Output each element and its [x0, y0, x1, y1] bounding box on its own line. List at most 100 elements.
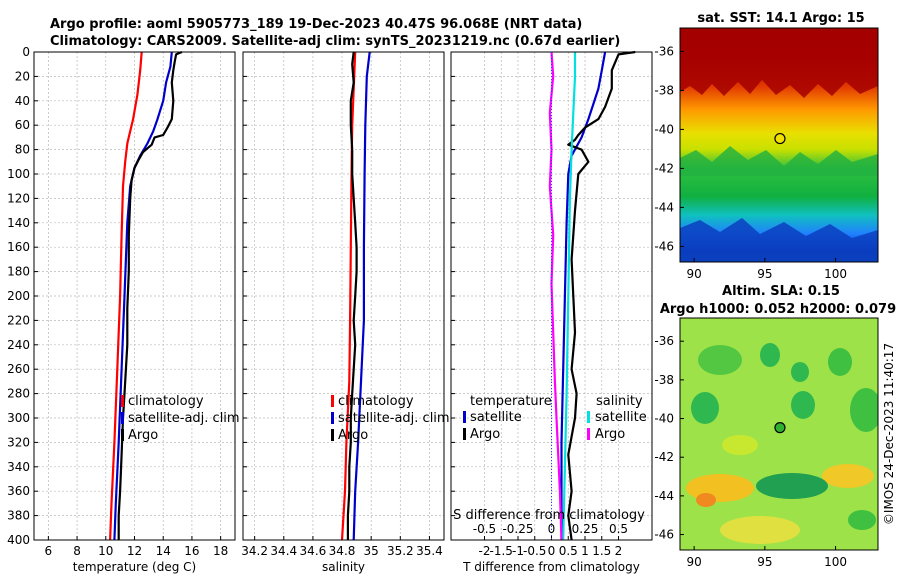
s-difference-axis-label: S difference from climatology	[453, 508, 645, 523]
legend-label-temp-satellite: satellite	[470, 410, 522, 425]
x-tick-label: 18	[213, 544, 228, 558]
difference-legend: temperature satellite Argo salinity sate…	[463, 394, 647, 442]
x-tick-label: 14	[156, 544, 171, 558]
sla-map-title: Altim. SLA: 0.15	[722, 284, 840, 299]
sst-map-frame	[679, 27, 879, 263]
x-axis-label: T difference from climatology	[462, 560, 640, 574]
legend-label-argo: Argo	[338, 428, 368, 443]
sla-blob	[691, 392, 719, 424]
y-tick-label: 260	[7, 362, 30, 376]
map-y-tick-label: -44	[654, 489, 674, 503]
x-axis-label: salinity	[322, 560, 365, 574]
sla-blob	[822, 464, 874, 488]
x-tick-label: 1.5	[592, 544, 611, 558]
sst-front-band	[680, 146, 878, 176]
temperature-panel: 6 8 10 12 14 16 180204060801001201401601802002…	[7, 45, 236, 574]
legend-swatch-climatology	[331, 395, 334, 407]
sst-cold-band	[680, 218, 878, 262]
map-x-tick-label: 95	[757, 267, 772, 281]
y-tick-label: 300	[7, 411, 30, 425]
map-y-tick-label: -38	[654, 83, 674, 97]
map-y-tick-label: -42	[654, 161, 674, 175]
title-line-2: Climatology: CARS2009. Satellite-adj cli…	[50, 34, 620, 49]
sst-heatmap	[680, 28, 878, 262]
legend-swatch-sal-argo	[587, 428, 590, 440]
y-tick-label: 280	[7, 387, 30, 401]
sla-blob	[686, 474, 754, 502]
sla-blob	[696, 493, 716, 507]
legend-swatch-argo	[331, 429, 334, 441]
x-axis-label: temperature (deg C)	[73, 560, 196, 574]
y-tick-label: 220	[7, 313, 30, 327]
legend-label-sal-argo: Argo	[595, 427, 625, 442]
series-line-argo	[346, 51, 358, 540]
y-tick-label: 400	[7, 533, 30, 547]
y-tick-label: 60	[15, 118, 30, 132]
sla-blob	[756, 473, 828, 499]
legend-swatch-satellite	[331, 412, 334, 424]
map-x-tick-label: 100	[824, 555, 847, 569]
map-y-tick-label: -46	[654, 239, 674, 253]
series-line-climatology	[340, 51, 357, 541]
sla-blob	[722, 435, 758, 455]
legend-swatch-temp-satellite	[463, 411, 466, 423]
legend-swatch-satellite	[121, 412, 124, 424]
y-tick-label: 80	[15, 143, 30, 157]
s-tick-label: -0.25	[502, 522, 533, 536]
legend-swatch-argo	[121, 429, 124, 441]
sla-blob	[791, 362, 809, 382]
sla-map-subtitle: Argo h1000: 0.052 h2000: 0.079	[660, 302, 896, 317]
legend-title-salinity: salinity	[596, 394, 643, 409]
x-tick-label: 0	[548, 544, 556, 558]
plot-frame	[33, 51, 236, 541]
x-tick-label: -0.5	[523, 544, 546, 558]
map-y-tick-label: -44	[654, 200, 674, 214]
salinity-legend: climatology satellite-adj. clim Argo	[331, 394, 450, 443]
argo-location-marker	[774, 422, 786, 434]
map-y-tick-label: -46	[654, 528, 674, 542]
s-tick-label: 0.5	[609, 522, 628, 536]
y-tick-label: 240	[7, 338, 30, 352]
legend-label-satellite: satellite-adj. clim	[338, 411, 450, 426]
y-tick-label: 120	[7, 191, 30, 205]
plot-frame	[242, 51, 445, 541]
x-tick-label: 2	[615, 544, 623, 558]
map-y-tick-label: -40	[654, 122, 674, 136]
x-tick-label: 12	[127, 544, 142, 558]
x-tick-label: 10	[98, 544, 113, 558]
map-x-tick-label: 90	[687, 267, 702, 281]
sla-blob	[848, 510, 876, 530]
legend-swatch-sal-satellite	[587, 411, 590, 423]
legend-label-satellite: satellite-adj. clim	[128, 411, 240, 426]
imos-timestamp: ©IMOS 24-Dec-2023 11:40:17	[882, 343, 896, 525]
series-line-temperature-satellite	[560, 51, 607, 540]
title-line-1: Argo profile: aoml 5905773_189 19-Dec-20…	[50, 17, 582, 32]
x-tick-label: 34.4	[270, 544, 297, 558]
argo-location-marker	[774, 132, 786, 145]
y-tick-label: 380	[7, 509, 30, 523]
map-y-tick-label: -38	[654, 373, 674, 387]
x-tick-label: 16	[184, 544, 199, 558]
y-tick-label: 20	[15, 69, 30, 83]
series-line-salinity-satellite	[562, 52, 577, 541]
x-tick-label: 6	[45, 544, 53, 558]
s-tick-label: 0	[548, 522, 556, 536]
legend-label-temp-argo: Argo	[470, 427, 500, 442]
x-tick-label: 34.2	[241, 544, 268, 558]
x-tick-label: 35.4	[416, 544, 443, 558]
series-line-temperature-argo	[567, 50, 636, 541]
x-tick-label: -1	[512, 544, 524, 558]
sst-warm-band	[680, 28, 878, 98]
y-tick-label: 200	[7, 289, 30, 303]
legend-label-climatology: climatology	[128, 394, 204, 409]
sst-map-title: sat. SST: 14.1 Argo: 15	[697, 11, 864, 26]
series-line-climatology	[109, 51, 143, 541]
y-tick-label: 320	[7, 435, 30, 449]
x-tick-label: 0.5	[559, 544, 578, 558]
map-x-tick-label: 100	[824, 267, 847, 281]
map-y-tick-label: -36	[654, 334, 674, 348]
sla-heatmap	[680, 318, 878, 550]
sla-blob	[850, 388, 878, 432]
map-y-tick-label: -36	[654, 44, 674, 58]
